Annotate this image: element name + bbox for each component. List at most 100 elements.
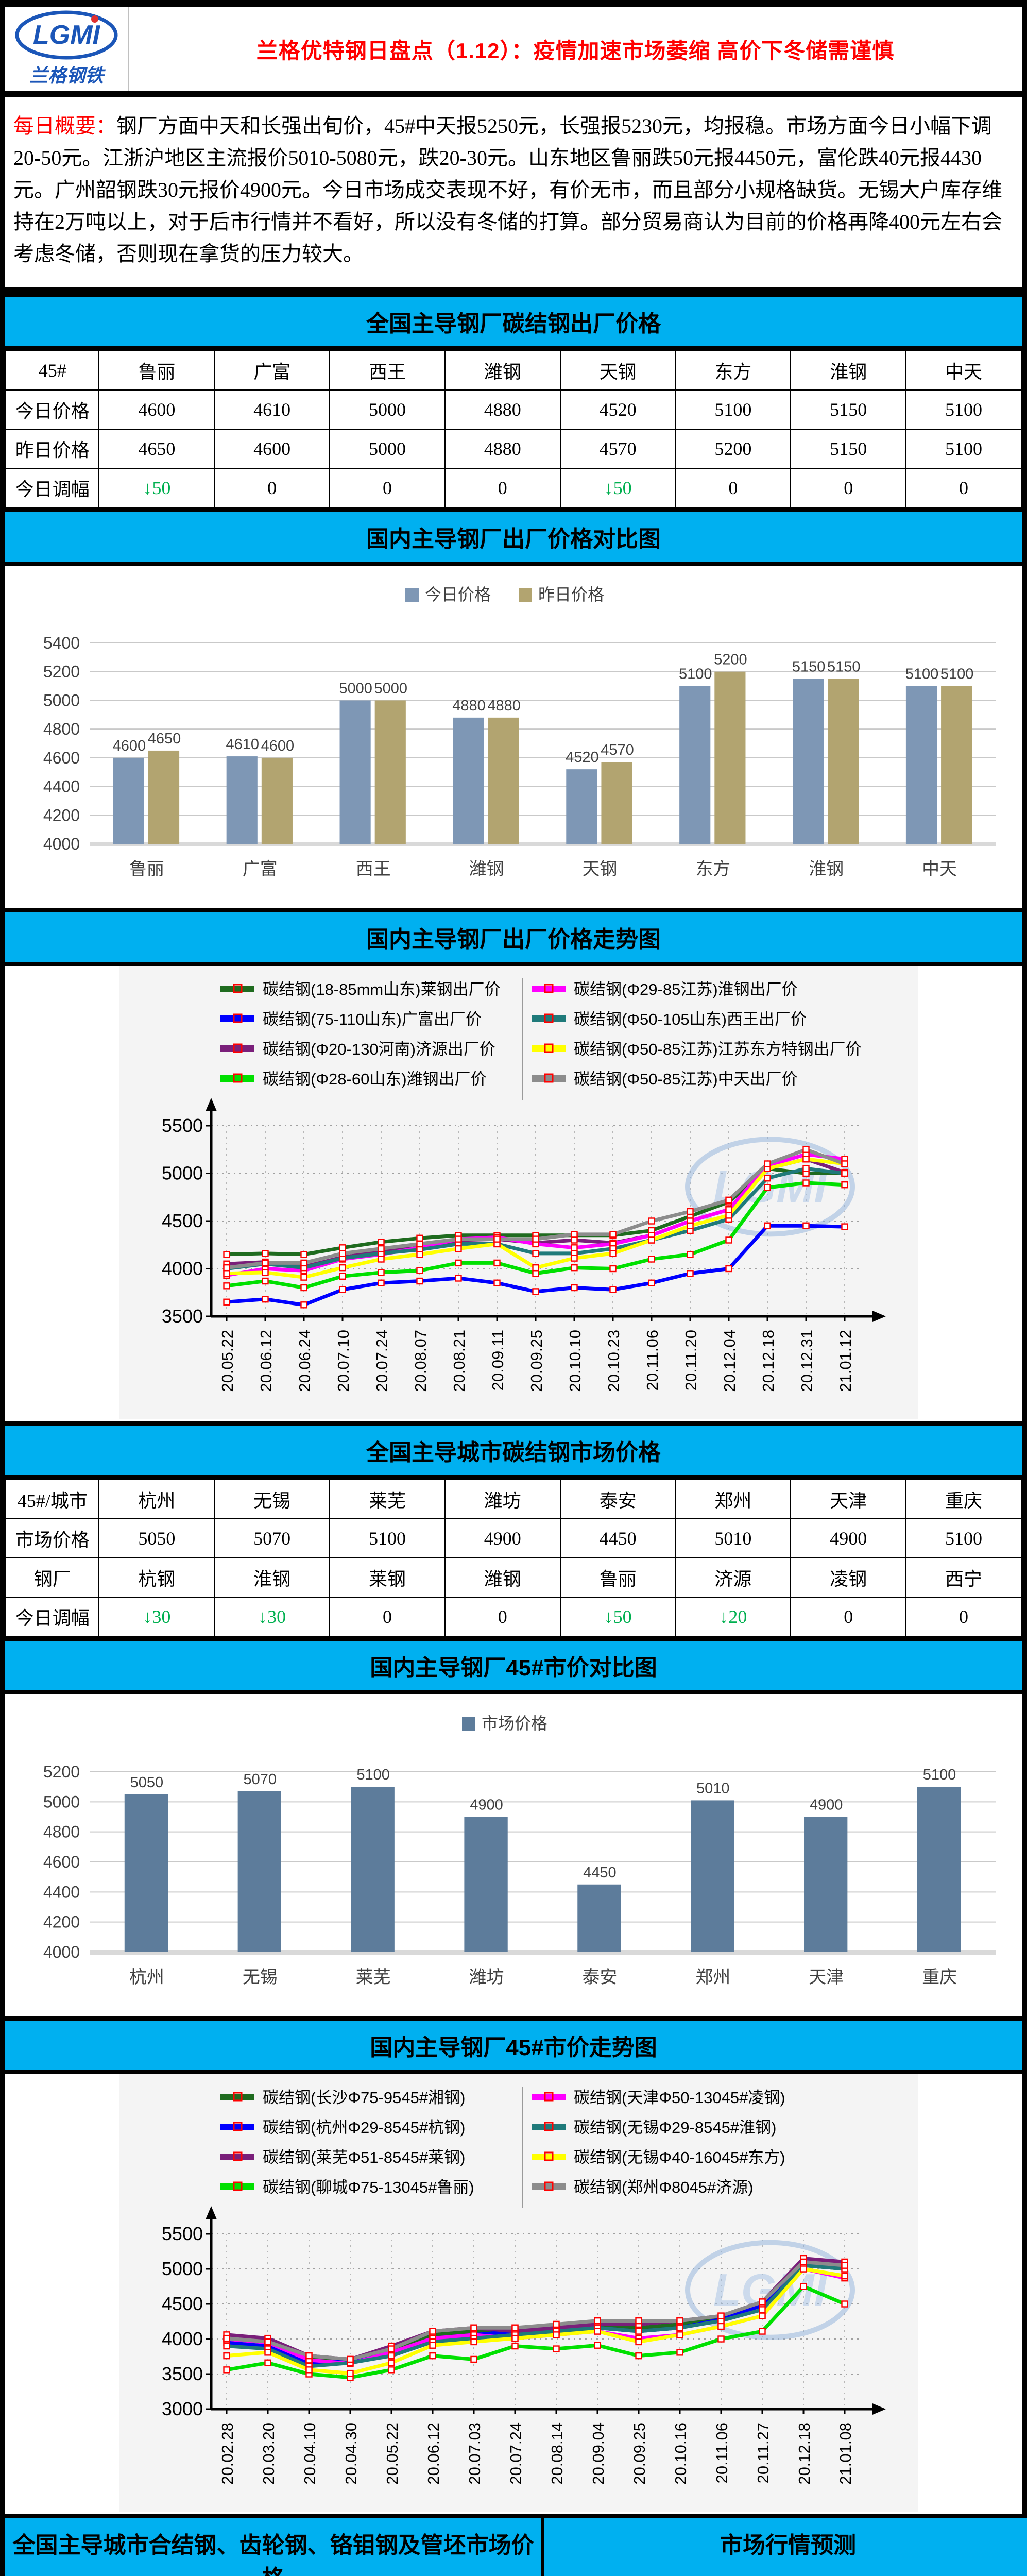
svg-text:4000: 4000 <box>162 1258 203 1279</box>
section-header-factory-trend: 国内主导钢厂出厂价格走势图 <box>5 908 1022 966</box>
svg-text:20.11.27: 20.11.27 <box>754 2422 772 2483</box>
svg-text:20.12.18: 20.12.18 <box>795 2422 813 2485</box>
svg-text:4650: 4650 <box>148 731 181 747</box>
page-title: 兰格优特钢日盘点（1.12）：疫情加速市场萎缩 高价下冬储需谨慎 <box>256 38 895 63</box>
section-header-factory-price: 全国主导钢厂碳结钢出厂价格 <box>5 293 1022 350</box>
table-cell: 5100 <box>329 1518 446 1558</box>
svg-text:杭州: 杭州 <box>129 1968 164 1987</box>
svg-text:20.04.30: 20.04.30 <box>342 2422 360 2485</box>
svg-text:天津: 天津 <box>809 1968 844 1987</box>
svg-text:20.08.21: 20.08.21 <box>450 1330 468 1392</box>
svg-text:碳结钢(Φ50-85江苏)中天出厂价: 碳结钢(Φ50-85江苏)中天出厂价 <box>574 1070 798 1088</box>
svg-text:市场价格: 市场价格 <box>482 1714 547 1733</box>
svg-text:碳结钢(聊城Φ75-13045#鲁丽): 碳结钢(聊城Φ75-13045#鲁丽) <box>263 2178 474 2196</box>
svg-text:无锡: 无锡 <box>243 1968 278 1987</box>
svg-text:20.07.10: 20.07.10 <box>334 1330 352 1392</box>
table-cell: 杭钢 <box>98 1557 215 1598</box>
svg-text:20.06.12: 20.06.12 <box>424 2422 442 2485</box>
table-cell: 杭州 <box>98 1479 215 1519</box>
city_bar-svg: 4000 4200 4400 4600 4800 5000 5200 5050 杭州 5070 无锡… <box>43 1714 996 1987</box>
svg-text:20.07.03: 20.07.03 <box>466 2422 484 2485</box>
table-cell: 昨日价格 <box>5 429 100 469</box>
svg-text:20.06.12: 20.06.12 <box>257 1330 275 1392</box>
table-cell: 天钢 <box>559 350 676 391</box>
svg-text:4900: 4900 <box>810 1797 843 1814</box>
table-cell: 无锡 <box>214 1479 331 1519</box>
svg-text:5000: 5000 <box>43 1792 80 1811</box>
city45-compare-bar-chart: 4000 4200 4400 4600 4800 5000 5200 5050 杭州 5070 无锡… <box>5 1694 1022 2016</box>
table-cell: ↓30 <box>214 1597 331 1637</box>
table-cell: 5100 <box>905 1518 1022 1558</box>
table-row: 昨日价格 4650 4600 5000 4880 4570 5200 5150 5100 <box>5 429 1022 469</box>
table-cell: 莱芜 <box>329 1479 446 1519</box>
factory-price-table: 45# 鲁丽 广富 西王 潍钢 天钢 东方 淮钢 中天 今日价格 4600 4610 5000 4880 4… <box>5 350 1022 508</box>
svg-text:5500: 5500 <box>162 2223 203 2244</box>
svg-text:4400: 4400 <box>43 1883 80 1901</box>
svg-text:4520: 4520 <box>566 749 599 766</box>
svg-text:4450: 4450 <box>583 1865 617 1881</box>
table-cell: 淮钢 <box>214 1557 331 1598</box>
table-cell: 广富 <box>214 350 331 391</box>
table-cell: 天津 <box>790 1479 907 1519</box>
table-cell: 5050 <box>98 1518 215 1558</box>
svg-text:20.11.06: 20.11.06 <box>643 1330 661 1391</box>
section-header-forecast: 市场行情预测 <box>544 2514 1027 2576</box>
city45-trend-line-chart: 碳结钢(长沙Φ75-9545#湘钢) 碳结钢(杭州Φ29-8545#杭钢) 碳结钢(… <box>5 2074 1022 2514</box>
table-cell: 西宁 <box>905 1557 1022 1598</box>
svg-text:潍坊: 潍坊 <box>469 1968 504 1987</box>
summary-label: 每日概要： <box>13 114 116 138</box>
svg-text:5500: 5500 <box>162 1115 203 1136</box>
svg-text:4900: 4900 <box>470 1797 503 1814</box>
table-cell: 0 <box>214 468 331 508</box>
svg-text:20.05.22: 20.05.22 <box>218 1330 236 1392</box>
section-header-city45-compare: 国内主导钢厂45#市价对比图 <box>5 1637 1022 1694</box>
table-cell: 东方 <box>675 350 792 391</box>
table-cell: 5000 <box>329 429 446 469</box>
svg-text:20.10.10: 20.10.10 <box>566 1330 584 1392</box>
svg-text:3000: 3000 <box>162 2398 203 2419</box>
factory-trend-line-chart: 碳结钢(18-85mm山东)莱钢出厂价 碳结钢(75-110山东)广富出厂价 碳结钢… <box>5 966 1022 1421</box>
svg-text:4600: 4600 <box>113 738 146 754</box>
table-cell: ↓20 <box>675 1597 792 1637</box>
svg-text:4610: 4610 <box>226 736 259 753</box>
table-cell: 中天 <box>905 350 1022 391</box>
svg-text:西王: 西王 <box>356 859 391 879</box>
svg-text:碳结钢(75-110山东)广富出厂价: 碳结钢(75-110山东)广富出厂价 <box>263 1010 482 1028</box>
table-cell: 0 <box>790 1597 907 1637</box>
table-cell: ↓50 <box>559 1597 676 1637</box>
svg-text:20.09.11: 20.09.11 <box>489 1330 507 1391</box>
svg-text:5000: 5000 <box>374 680 408 697</box>
svg-text:碳结钢(长沙Φ75-9545#湘钢): 碳结钢(长沙Φ75-9545#湘钢) <box>263 2089 465 2107</box>
svg-text:20.06.24: 20.06.24 <box>296 1330 314 1392</box>
table-cell: 5150 <box>790 429 907 469</box>
section-header-factory-compare: 国内主导钢厂出厂价格对比图 <box>5 508 1022 566</box>
table-cell: 潍钢 <box>444 350 561 391</box>
table-cell: 4570 <box>559 429 676 469</box>
svg-text:5070: 5070 <box>244 1771 277 1788</box>
svg-text:5100: 5100 <box>923 1767 956 1783</box>
city_line-svg: 碳结钢(长沙Φ75-9545#湘钢) 碳结钢(杭州Φ29-8545#杭钢) 碳结钢(… <box>119 2074 918 2512</box>
svg-text:5200: 5200 <box>43 663 80 681</box>
svg-text:碳结钢(天津Φ50-13045#凌钢): 碳结钢(天津Φ50-13045#凌钢) <box>574 2089 785 2107</box>
svg-text:碳结钢(莱芜Φ51-8545#莱钢): 碳结钢(莱芜Φ51-8545#莱钢) <box>263 2148 465 2166</box>
svg-text:21.01.12: 21.01.12 <box>836 1330 854 1392</box>
table-cell: ↓30 <box>98 1597 215 1637</box>
svg-text:5000: 5000 <box>43 691 80 709</box>
table-cell: 西王 <box>329 350 446 391</box>
table-cell: 0 <box>675 468 792 508</box>
svg-text:20.11.20: 20.11.20 <box>682 1330 700 1391</box>
table-cell: 0 <box>444 468 561 508</box>
svg-text:20.03.20: 20.03.20 <box>260 2422 278 2485</box>
svg-text:5400: 5400 <box>43 634 80 652</box>
table-cell: 4600 <box>214 429 331 469</box>
svg-text:郑州: 郑州 <box>695 1968 730 1987</box>
svg-text:20.07.24: 20.07.24 <box>373 1330 391 1392</box>
table-cell: 0 <box>444 1597 561 1637</box>
table-cell: 郑州 <box>675 1479 792 1519</box>
table-cell: 4650 <box>98 429 215 469</box>
table-cell: 5150 <box>790 389 907 430</box>
table-cell: 0 <box>329 1597 446 1637</box>
table-cell: 市场价格 <box>5 1518 100 1558</box>
svg-text:20.05.22: 20.05.22 <box>383 2422 401 2485</box>
table-cell: 4520 <box>559 389 676 430</box>
